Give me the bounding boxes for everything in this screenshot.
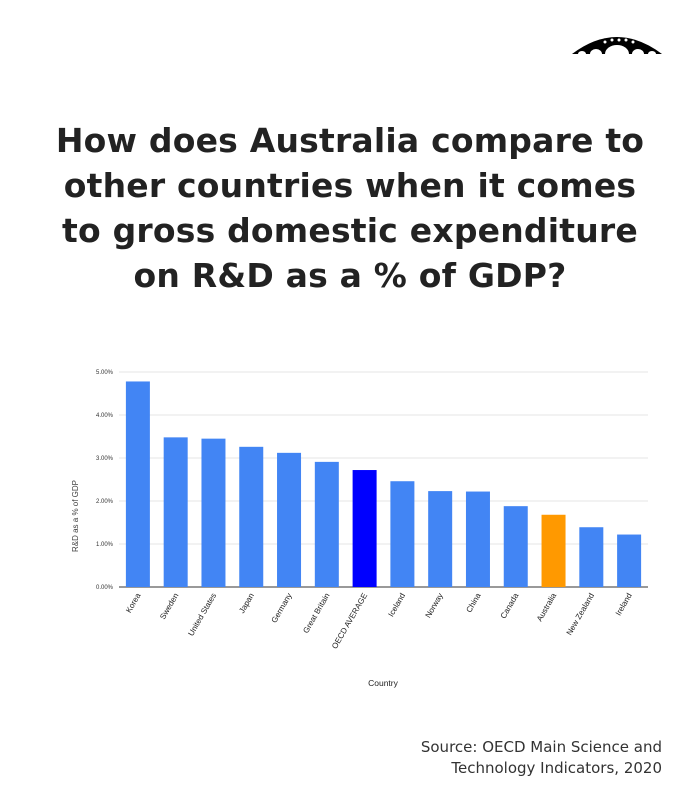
bar-australia <box>541 514 566 587</box>
bar-great-britain <box>314 461 339 587</box>
x-tick-label: Norway <box>424 592 445 620</box>
x-tick-label: Sweden <box>158 592 180 622</box>
y-axis-title: R&D as a % of GDP <box>71 480 80 552</box>
bar-chart: 0.00% 1.00% 2.00% 3.00% 4.00% 5.00% Korea Swede… <box>71 370 648 688</box>
bar-japan <box>239 446 264 587</box>
x-tick-label: OECD AVERAGE <box>330 592 369 651</box>
x-tick-label: China <box>464 591 483 614</box>
bar-korea <box>125 381 150 587</box>
x-axis-title: Country <box>368 678 399 688</box>
x-tick-label: Korea <box>124 591 143 614</box>
y-tick-label: 3.00% <box>96 456 114 462</box>
bar-canada <box>503 506 528 587</box>
x-tick-label: United States <box>186 592 218 638</box>
x-tick-label: Iceland <box>386 592 407 619</box>
bar-germany <box>277 452 302 587</box>
bar-ireland <box>617 534 642 587</box>
x-tick-label: Ireland <box>614 592 634 618</box>
bar-norway <box>428 491 453 587</box>
page-title: How does Australia compare to other coun… <box>55 121 645 295</box>
y-tick-label: 0.00% <box>96 585 114 591</box>
y-tick-label: 2.00% <box>96 499 114 505</box>
bar-new-zealand <box>579 527 604 587</box>
x-tick-label: Great Britain <box>301 592 331 635</box>
x-tick-label: Australia <box>535 591 559 623</box>
y-tick-label: 5.00% <box>96 370 114 376</box>
source-note: Source: OECD Main Science and Technology… <box>420 738 662 777</box>
x-tick-label: Germany <box>270 592 294 625</box>
x-tick-label: New Zealand <box>565 592 596 637</box>
bar-china <box>465 491 490 587</box>
x-tick-label: Canada <box>499 591 521 620</box>
y-tick-label: 1.00% <box>96 542 114 548</box>
x-tick-label: Japan <box>237 592 256 615</box>
bar-iceland <box>390 481 415 587</box>
bar-sweden <box>163 437 188 587</box>
bar-oecd-average <box>352 470 377 587</box>
bar-united-states <box>201 438 226 587</box>
y-tick-label: 4.00% <box>96 413 114 419</box>
bridge-logo-icon <box>572 37 662 56</box>
